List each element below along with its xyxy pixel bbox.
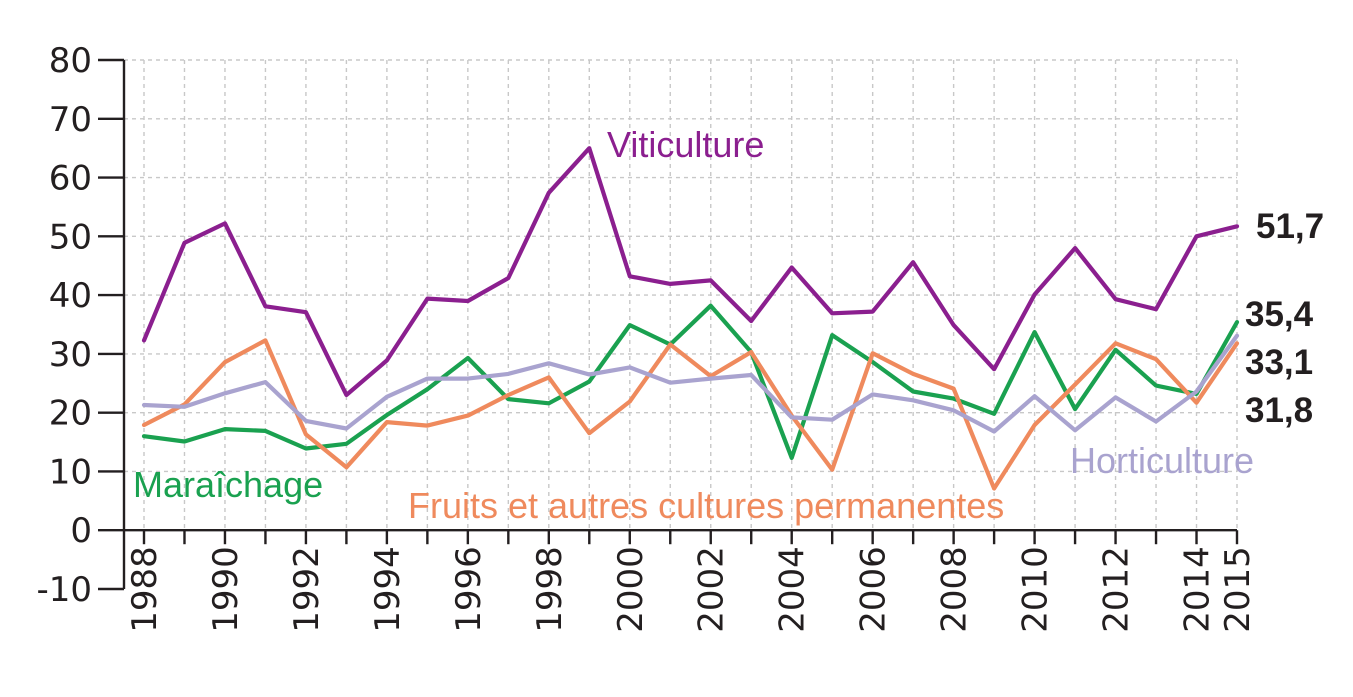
series-lines [141,146,1240,491]
axes [122,60,1237,589]
y-tick-label: 10 [49,452,92,492]
series-line-3 [141,333,1240,434]
end-value-fruits: 31,8 [1245,391,1313,430]
x-tick-label: 2008 [935,546,975,633]
x-tick-label: 1992 [287,546,327,633]
x-tick-label: 2002 [692,546,732,633]
x-tick-label: 2010 [1016,546,1056,633]
x-tick-label: 2000 [611,546,651,633]
y-tick-label: 40 [49,276,92,316]
y-tick-label: 20 [49,394,92,434]
end-value-horticulture: 33,1 [1245,343,1313,382]
series-line-1 [141,303,1240,460]
x-tick-label: 1990 [206,546,246,633]
series-label-fruits: Fruits et autres cultures permanentes [408,485,1004,526]
end-value-maraichage: 35,4 [1245,295,1314,334]
series-label-viticulture: Viticulture [607,124,764,165]
x-tick-label: 2004 [773,546,813,633]
x-tick-label: 2014 [1178,546,1218,633]
x-tick-label: 1994 [368,546,408,633]
x-tick-label: 2015 [1218,546,1258,633]
y-tick-label: 70 [49,100,92,140]
y-tick-label: 80 [49,41,92,81]
series-label-maraichage: Maraîchage [133,464,323,505]
y-tick-label: 60 [49,159,92,199]
y-tick-label: 0 [70,511,92,551]
y-tick-label: 30 [49,335,92,375]
x-tick-label: 2006 [854,546,894,633]
series-label-horticulture: Horticulture [1070,440,1254,481]
end-value-viticulture: 51,7 [1256,207,1324,246]
x-tick-label: 1996 [449,546,489,633]
y-tick-label: 50 [49,217,92,257]
series-line-2 [141,338,1240,491]
y-tick-label: -10 [36,570,92,610]
x-tick-label: 1998 [530,546,570,633]
y-axis-ticks: -10 0 10 20 30 40 50 60 70 80 [36,41,124,610]
series-line-0 [141,146,1240,398]
x-axis-ticks: 1988 1990 1992 1994 1996 1998 2000 2002 2004 2006… [125,530,1258,633]
x-tick-label: 2012 [1097,546,1137,633]
x-tick-label: 1988 [125,546,165,633]
